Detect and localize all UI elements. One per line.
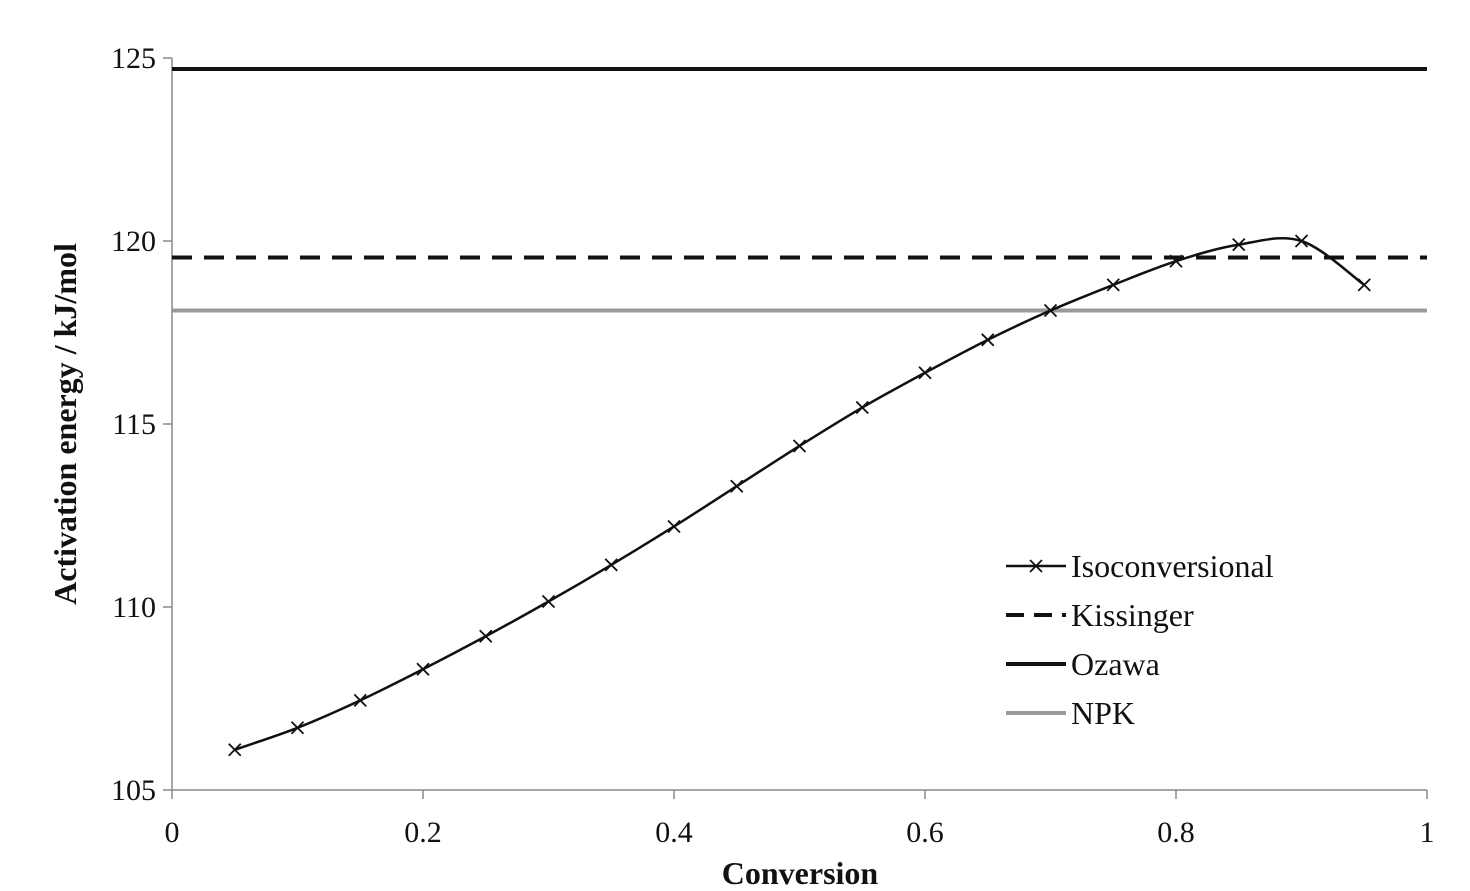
isoconversional-marker xyxy=(479,629,493,643)
isoconversional-marker xyxy=(416,662,430,676)
x-tick-labels: 0 0.2 0.4 0.6 0.8 1 xyxy=(165,816,1435,849)
legend-marker-icon xyxy=(1029,559,1043,573)
y-tick-label: 115 xyxy=(112,408,156,441)
isoconversional-marker xyxy=(855,400,869,415)
isoconversional-marker xyxy=(1357,278,1371,292)
axes xyxy=(163,57,1428,799)
isoconversional-marker xyxy=(1106,278,1120,292)
y-tick-label: 105 xyxy=(111,774,156,807)
isoconversional-marker xyxy=(604,558,618,572)
y-tick-label: 125 xyxy=(111,42,156,75)
isoconversional-marker xyxy=(353,693,367,707)
isoconversional-marker xyxy=(667,519,681,534)
x-tick-label: 0.4 xyxy=(655,816,693,849)
legend-label-npk: NPK xyxy=(1071,695,1135,731)
reference-lines xyxy=(172,66,1427,313)
y-axis-title: Activation energy / kJ/mol xyxy=(47,243,83,605)
isoconversional-marker xyxy=(918,366,932,380)
isoconversional-marker xyxy=(541,594,556,609)
x-axis-title: Conversion xyxy=(722,855,879,891)
isoconversional-marker xyxy=(290,721,305,735)
legend-label-isoconversional: Isoconversional xyxy=(1071,548,1274,584)
x-tick-label: 1 xyxy=(1420,816,1435,849)
isoconversional-marker xyxy=(1043,303,1058,318)
y-tick-label: 110 xyxy=(112,591,156,624)
isoconversional-line xyxy=(234,236,1365,751)
y-tick-label: 120 xyxy=(111,225,156,258)
x-tick-label: 0.8 xyxy=(1157,816,1195,849)
isoconversional-series xyxy=(228,234,1371,757)
legend-label-ozawa: Ozawa xyxy=(1071,646,1160,682)
legend: Isoconversional Kissinger Ozawa NPK xyxy=(1006,548,1274,731)
isoconversional-marker xyxy=(228,743,242,757)
isoconversional-marker xyxy=(730,479,744,493)
isoconversional-marker xyxy=(981,333,995,347)
legend-label-kissinger: Kissinger xyxy=(1071,597,1194,633)
x-tick-label: 0.6 xyxy=(906,816,944,849)
isoconversional-marker xyxy=(792,439,807,453)
x-tick-label: 0 xyxy=(165,816,180,849)
isoconversional-marker xyxy=(1294,234,1309,248)
x-tick-label: 0.2 xyxy=(404,816,442,849)
isoconversional-marker xyxy=(1232,238,1246,252)
isoconversional-marker xyxy=(1169,254,1183,268)
y-tick-labels: 105 110 115 120 125 xyxy=(111,42,156,807)
